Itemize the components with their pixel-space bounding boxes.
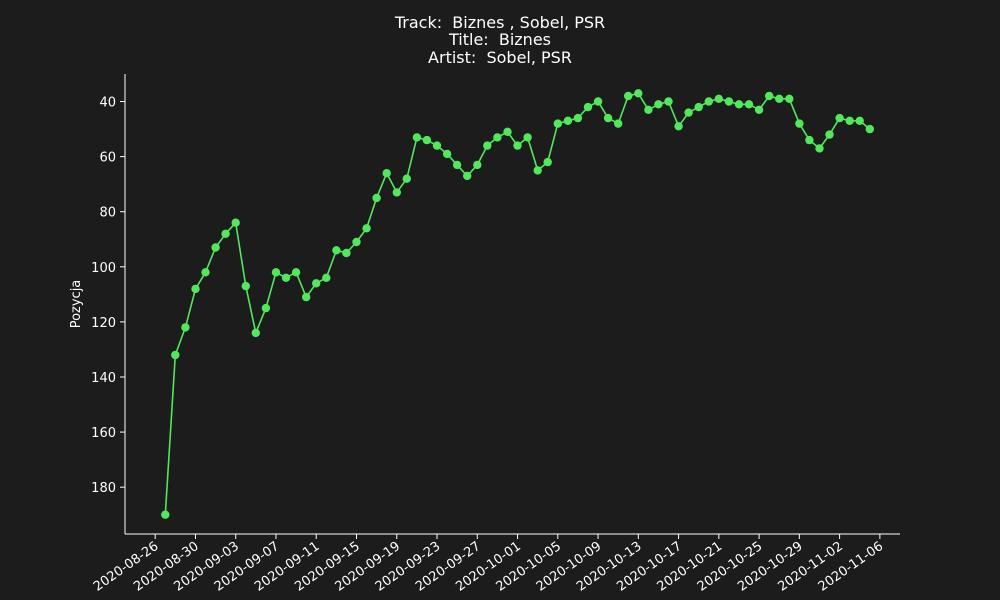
data-point <box>513 141 522 150</box>
data-point <box>644 105 653 115</box>
data-point <box>815 144 824 153</box>
data-point <box>603 113 613 123</box>
data-point <box>734 100 744 109</box>
y-tick-label: 140 <box>91 371 116 386</box>
data-point <box>754 105 764 115</box>
data-point <box>483 141 492 150</box>
data-point <box>714 94 723 104</box>
data-point <box>342 248 351 258</box>
data-point <box>291 268 301 277</box>
data-point <box>231 218 240 227</box>
data-point <box>412 133 422 142</box>
data-point <box>805 135 814 145</box>
data-point <box>261 303 271 313</box>
y-tick-label: 100 <box>91 261 116 276</box>
data-point <box>442 149 452 159</box>
y-tick-label: 180 <box>91 481 116 496</box>
y-tick-label: 60 <box>99 151 116 166</box>
data-point <box>624 91 633 101</box>
data-point <box>674 122 683 131</box>
data-point <box>583 102 593 112</box>
y-tick-label: 40 <box>99 96 116 111</box>
data-point <box>654 100 663 109</box>
data-point <box>332 246 341 255</box>
data-point <box>432 141 442 150</box>
data-point <box>543 157 552 167</box>
data-point <box>503 127 512 136</box>
data-point <box>775 94 784 104</box>
data-point <box>704 97 713 106</box>
data-point <box>835 113 844 123</box>
y-tick-label: 160 <box>91 426 116 441</box>
data-point <box>281 273 291 282</box>
data-point <box>553 119 562 128</box>
data-point <box>795 119 804 128</box>
data-point <box>422 135 432 145</box>
data-point <box>845 116 854 126</box>
data-point <box>221 229 230 238</box>
data-point <box>573 113 583 123</box>
data-point <box>382 169 391 178</box>
data-point <box>322 273 331 282</box>
data-point <box>694 102 703 112</box>
data-point <box>855 116 864 126</box>
data-point <box>201 268 210 277</box>
data-point <box>865 124 874 134</box>
data-point <box>765 91 774 101</box>
data-point <box>785 94 794 104</box>
data-point <box>473 160 482 170</box>
data-point <box>825 130 834 139</box>
data-point <box>241 281 250 291</box>
data-point <box>181 323 190 332</box>
data-point <box>271 268 281 277</box>
y-tick-label: 80 <box>99 206 116 221</box>
data-point <box>744 100 754 109</box>
series-line <box>164 92 871 515</box>
data-point <box>372 193 381 203</box>
data-point <box>452 160 462 170</box>
data-point <box>312 279 321 288</box>
chart-title-track: Track: Biznes , Sobel, PSR <box>394 13 606 32</box>
data-point <box>251 328 260 338</box>
data-point <box>463 171 472 181</box>
data-point <box>563 116 573 126</box>
data-point <box>392 188 401 197</box>
data-point <box>493 133 502 142</box>
data-point <box>664 97 673 106</box>
data-point <box>533 166 542 175</box>
series-layer <box>161 89 874 519</box>
data-point <box>362 224 371 233</box>
data-point <box>523 133 532 142</box>
data-point <box>302 292 311 302</box>
data-point <box>161 510 170 519</box>
data-point <box>211 243 220 252</box>
data-point <box>724 97 734 106</box>
data-point <box>614 119 623 128</box>
y-tick-label: 120 <box>91 316 116 331</box>
data-point <box>352 237 361 247</box>
data-point <box>171 350 180 360</box>
data-point <box>634 89 643 98</box>
y-axis-label: Pozycja <box>69 280 84 329</box>
data-point <box>684 108 693 117</box>
data-point <box>593 97 603 106</box>
chart-title-artist: Artist: Sobel, PSR <box>428 48 572 67</box>
data-point <box>191 284 200 294</box>
chart-title-title: Title: Biznes <box>449 30 551 49</box>
data-point <box>402 174 411 183</box>
